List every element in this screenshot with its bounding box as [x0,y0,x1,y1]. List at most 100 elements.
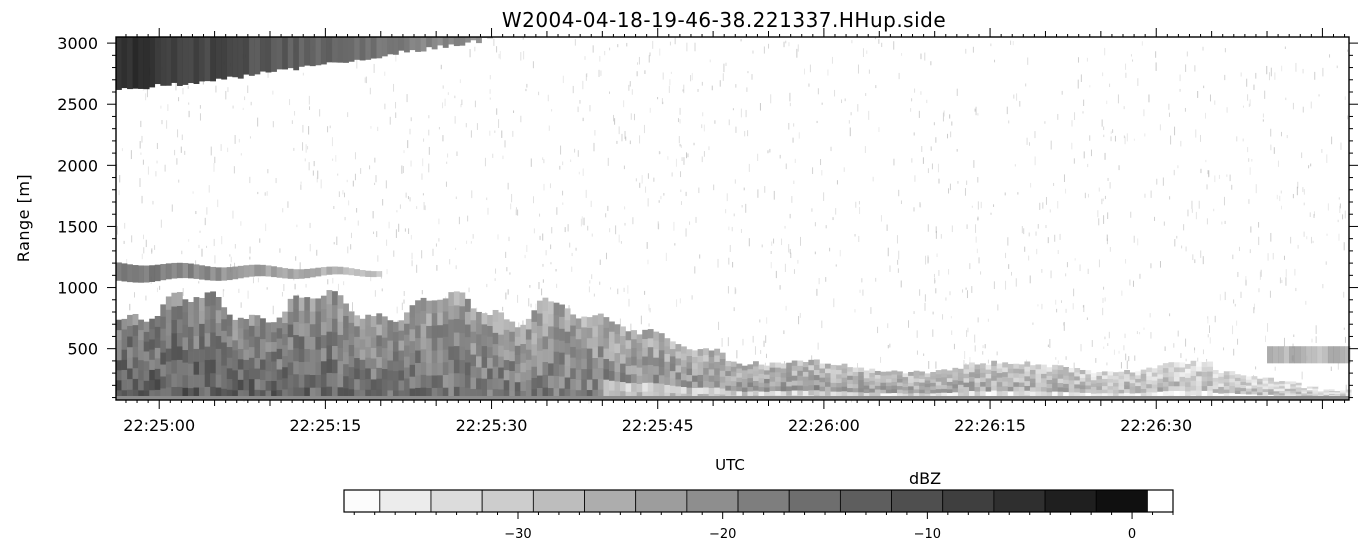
lower-layer-cell [448,346,455,360]
lower-layer-cell [836,382,842,388]
upper-layer-column [149,37,156,88]
lower-layer-cell [176,373,183,387]
noise-speckle [685,228,687,237]
lower-layer-cell [1185,372,1191,378]
noise-speckle [757,189,759,198]
lower-layer-cell [315,336,322,350]
lower-layer-cell [625,382,632,392]
lower-layer-cell [265,390,272,401]
lower-layer-cell [1301,391,1308,394]
lower-layer-cell [897,389,903,394]
lower-layer-cell [836,386,842,392]
lower-layer-cell [874,389,881,394]
noise-speckle [965,287,967,290]
noise-speckle [1036,248,1038,255]
thin-layer-column [315,267,322,277]
lower-layer-cell [985,378,992,383]
lower-layer-cell [852,375,859,381]
lower-layer-cell [564,377,571,389]
noise-speckle [474,46,476,52]
lower-layer-cell [1140,388,1147,393]
noise-speckle [829,247,831,252]
right-edge-patch [1294,346,1301,364]
lower-layer-cell [531,355,538,367]
noise-speckle [1065,273,1067,277]
noise-speckle [264,192,266,196]
noise-speckle [920,203,922,208]
noise-speckle [623,100,625,108]
lower-layer-cell [370,379,377,390]
lower-layer-cell [1135,374,1142,379]
lower-layer-cell [1041,369,1047,374]
noise-speckle [1087,193,1089,198]
upper-layer-column [415,37,421,52]
lower-layer-cell [464,311,471,325]
noise-speckle [360,168,362,174]
lower-layer-cell [852,387,859,393]
noise-speckle [785,305,787,311]
lower-layer-cell [1129,375,1136,380]
lower-layer-cell [1046,375,1053,380]
lower-layer-cell [581,327,588,338]
lower-layer-cell [980,377,986,383]
lower-layer-cell [1096,378,1103,383]
noise-speckle [229,254,231,257]
noise-speckle [935,288,937,294]
noise-speckle [680,189,682,193]
upper-layer-column [464,37,471,43]
lower-layer-cell [415,300,421,314]
lower-layer-cell [625,391,632,401]
lower-layer-cell [381,358,388,370]
lower-layer-cell [442,387,449,401]
x-tick-label: 22:25:45 [622,416,694,435]
noise-speckle [770,94,772,104]
lower-layer-cell [736,390,743,396]
lower-layer-cell [608,350,615,362]
lower-layer-cell [293,347,300,362]
noise-speckle [1219,294,1221,301]
colorbar-tick-label: −30 [504,527,531,542]
noise-speckle [812,167,814,174]
lower-layer-cell [697,387,704,395]
noise-speckle [591,274,593,280]
noise-speckle [679,107,681,115]
lower-layer-cell [370,347,377,359]
lower-layer-cell [326,386,333,401]
lower-layer-cell [332,372,338,387]
lower-layer-cell [398,330,405,341]
lower-layer-cell [603,379,610,391]
noise-speckle [1168,112,1170,117]
noise-speckle [784,263,786,272]
noise-speckle [629,81,631,87]
lower-layer-cell [741,387,748,392]
lower-layer-cell [1212,392,1219,397]
noise-speckle [857,64,859,74]
noise-speckle [308,95,310,105]
noise-speckle [252,277,254,284]
noise-speckle [608,91,610,94]
lower-layer-cell [902,393,909,398]
lower-layer-cell [570,335,577,347]
noise-speckle [188,110,190,118]
noise-speckle [1032,322,1034,325]
thin-layer-column [149,265,156,282]
lower-layer-cell [697,374,704,382]
lower-layer-cell [398,360,405,371]
noise-speckle [924,294,926,302]
lower-layer-cell [165,296,172,310]
lower-layer-cell [548,375,554,389]
lower-layer-cell [825,381,831,387]
chart-title: W2004-04-18-19-46-38.221337.HHup.side [502,8,946,32]
noise-speckle [155,171,157,177]
lower-layer-cell [764,369,770,375]
upper-layer-column [165,37,172,86]
lower-layer-cell [337,295,344,309]
lower-layer-cell [1007,363,1014,369]
noise-speckle [880,356,882,363]
lower-layer-cell [1157,365,1164,371]
noise-speckle [471,190,473,199]
noise-speckle [607,157,609,166]
lower-layer-cell [1101,389,1108,394]
upper-layer-column [182,37,189,85]
noise-speckle [1024,246,1026,252]
